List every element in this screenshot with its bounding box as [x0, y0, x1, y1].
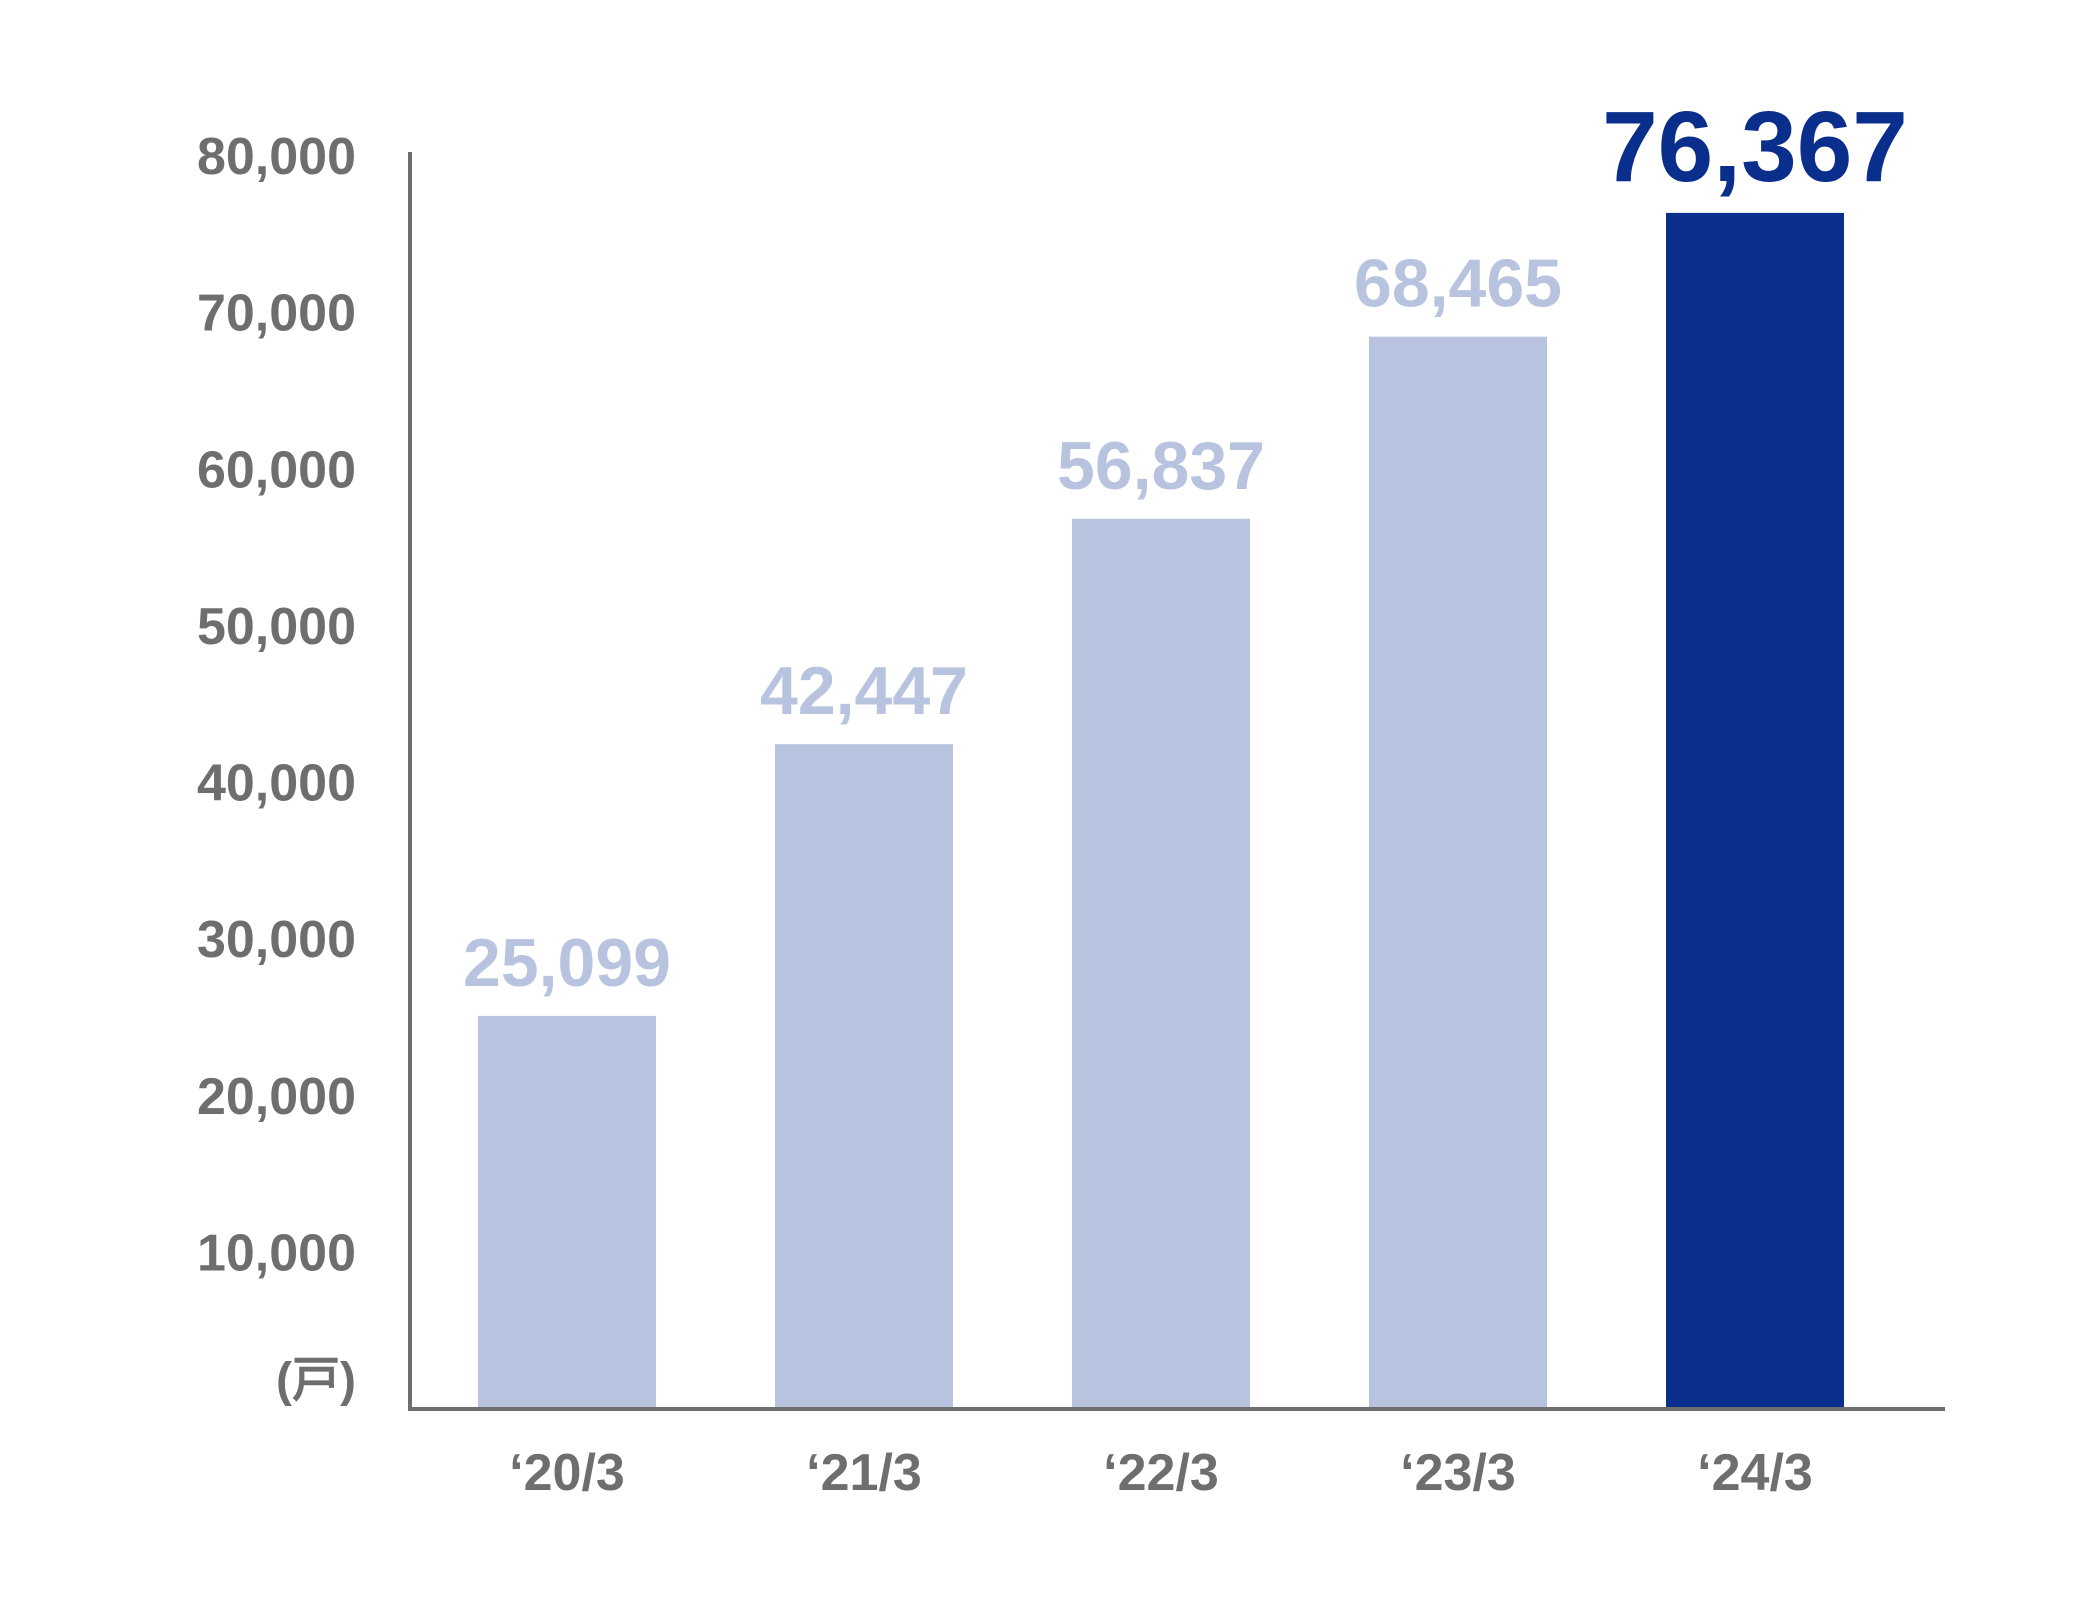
- bar-value-label: 25,099: [463, 925, 671, 1001]
- x-category-label: ‘24/3: [1697, 1444, 1813, 1502]
- y-tick-label: 70,000: [197, 285, 356, 343]
- x-category-label: ‘20/3: [509, 1444, 625, 1502]
- bar-value-label: 76,367: [1602, 91, 1908, 203]
- y-axis-tick-labels: 10,000 20,000 30,000 40,000 50,000 60,000 70,0…: [197, 128, 356, 1282]
- y-tick-label: 60,000: [197, 441, 356, 499]
- bars-group: [478, 212, 1844, 1409]
- bar-2: [1072, 518, 1250, 1409]
- value-labels-group: 25,099 42,447 56,837 68,465 76,367: [463, 91, 1908, 1001]
- y-tick-label: 20,000: [197, 1068, 356, 1126]
- bar-0: [478, 1015, 656, 1409]
- y-tick-label: 50,000: [197, 598, 356, 656]
- x-category-label: ‘21/3: [806, 1444, 922, 1502]
- bar-3: [1369, 336, 1547, 1409]
- bar-4: [1666, 212, 1844, 1409]
- unit-label: (戸): [276, 1354, 356, 1407]
- y-tick-label: 40,000: [197, 755, 356, 813]
- bar-1: [775, 744, 953, 1409]
- x-category-label: ‘23/3: [1400, 1444, 1516, 1502]
- x-category-label: ‘22/3: [1103, 1444, 1219, 1502]
- y-tick-label: 30,000: [197, 911, 356, 969]
- bar-value-label: 56,837: [1057, 428, 1265, 504]
- x-axis-category-labels: ‘20/3 ‘21/3 ‘22/3 ‘23/3 ‘24/3: [509, 1444, 1813, 1502]
- y-tick-label: 10,000: [197, 1224, 356, 1282]
- bar-value-label: 68,465: [1354, 246, 1562, 322]
- bar-value-label: 42,447: [760, 653, 968, 729]
- y-tick-label: 80,000: [197, 128, 356, 186]
